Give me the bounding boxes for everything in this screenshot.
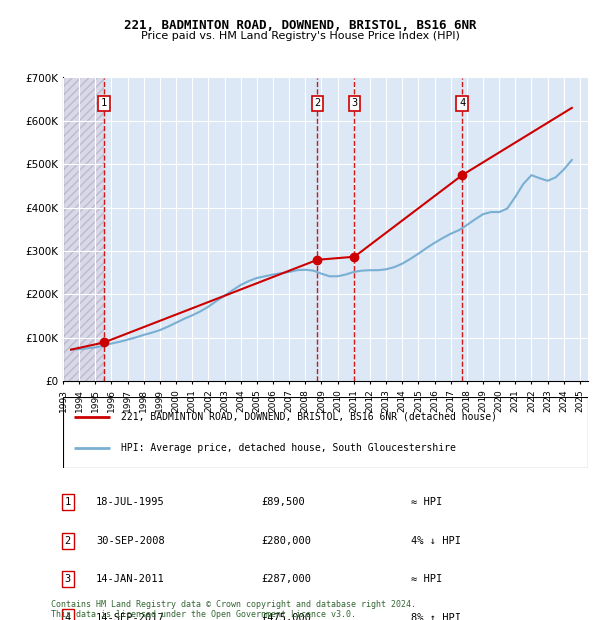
- Text: 221, BADMINTON ROAD, DOWNEND, BRISTOL, BS16 6NR (detached house): 221, BADMINTON ROAD, DOWNEND, BRISTOL, B…: [121, 412, 497, 422]
- Text: 4% ↓ HPI: 4% ↓ HPI: [411, 536, 461, 546]
- Text: 30-SEP-2008: 30-SEP-2008: [96, 536, 165, 546]
- Text: 4: 4: [65, 613, 71, 620]
- Text: Contains HM Land Registry data © Crown copyright and database right 2024.
This d: Contains HM Land Registry data © Crown c…: [51, 600, 416, 619]
- Text: 18-JUL-1995: 18-JUL-1995: [96, 497, 165, 507]
- Text: 3: 3: [351, 99, 358, 108]
- Text: Price paid vs. HM Land Registry's House Price Index (HPI): Price paid vs. HM Land Registry's House …: [140, 31, 460, 41]
- Bar: [104, 78, 588, 381]
- Text: 4: 4: [459, 99, 465, 108]
- Text: £89,500: £89,500: [261, 497, 305, 507]
- Text: 2: 2: [314, 99, 320, 108]
- Text: £280,000: £280,000: [261, 536, 311, 546]
- Text: ≈ HPI: ≈ HPI: [411, 574, 442, 584]
- Text: ≈ HPI: ≈ HPI: [411, 497, 442, 507]
- Bar: [63, 78, 104, 381]
- Text: 221, BADMINTON ROAD, DOWNEND, BRISTOL, BS16 6NR: 221, BADMINTON ROAD, DOWNEND, BRISTOL, B…: [124, 19, 476, 32]
- Text: 3: 3: [65, 574, 71, 584]
- Text: HPI: Average price, detached house, South Gloucestershire: HPI: Average price, detached house, Sout…: [121, 443, 455, 453]
- Text: 1: 1: [65, 497, 71, 507]
- Text: £287,000: £287,000: [261, 574, 311, 584]
- Text: £475,000: £475,000: [261, 613, 311, 620]
- Text: 14-JAN-2011: 14-JAN-2011: [96, 574, 165, 584]
- Text: 2: 2: [65, 536, 71, 546]
- Text: 8% ↑ HPI: 8% ↑ HPI: [411, 613, 461, 620]
- Text: 14-SEP-2017: 14-SEP-2017: [96, 613, 165, 620]
- Text: 1: 1: [101, 99, 107, 108]
- Bar: [63, 78, 104, 381]
